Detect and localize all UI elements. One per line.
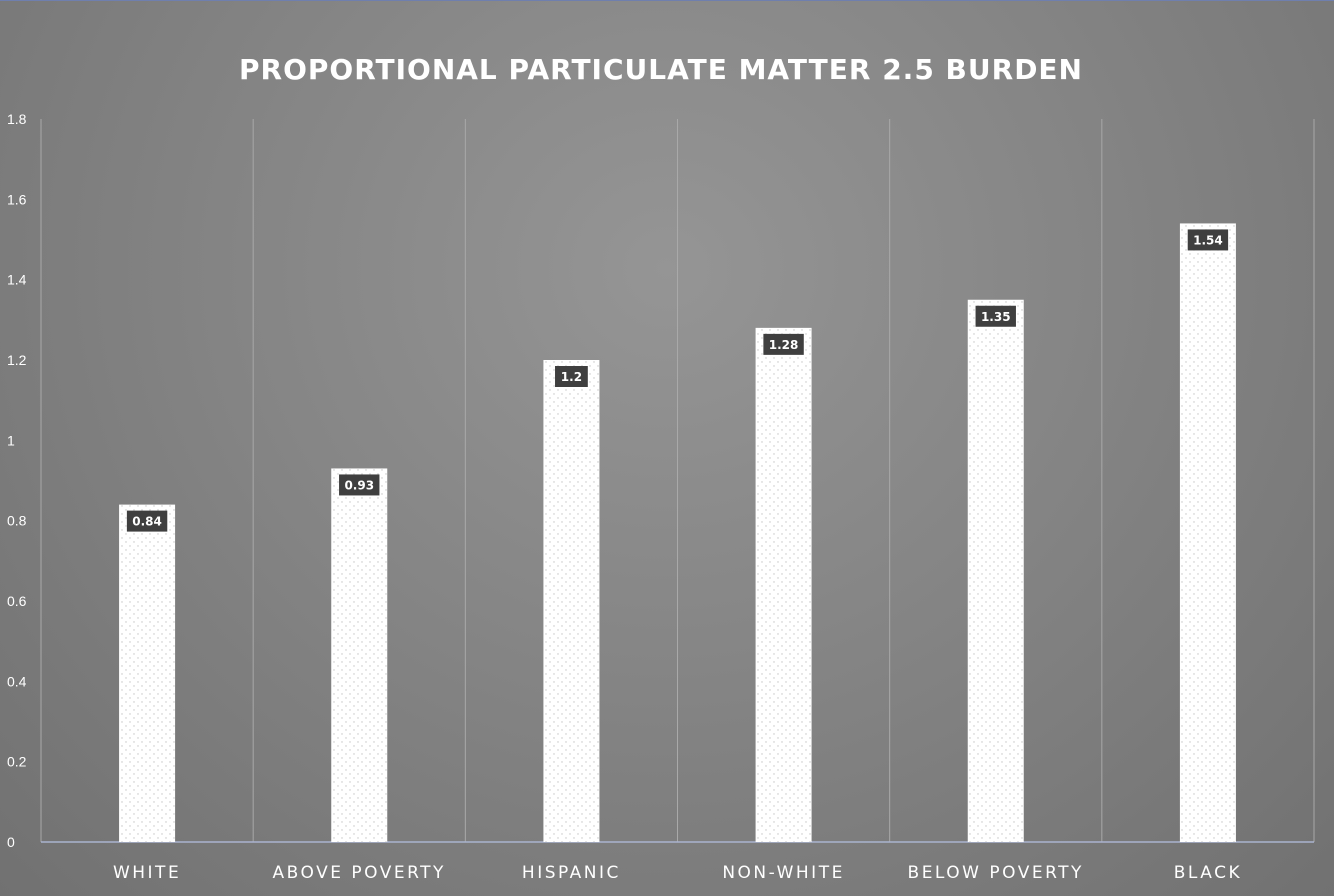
data-label-text: 0.84 xyxy=(132,515,162,529)
x-axis-ticks: WHITE ABOVE POVERTY HISPANIC NON-WHITE BELOW… xyxy=(113,863,1242,883)
data-label-background xyxy=(126,510,168,532)
data-label: 0.84 xyxy=(126,510,168,532)
data-label: 0.93 xyxy=(339,474,380,496)
y-tick-label: 1.2 xyxy=(7,352,27,368)
gridlines xyxy=(40,119,1315,842)
y-tick-label: 0 xyxy=(7,834,15,850)
x-tick-label: BELOW POVERTY xyxy=(908,863,1084,883)
data-label-background xyxy=(975,305,1016,327)
y-tick-label: 1.6 xyxy=(7,191,27,207)
y-tick-label: 1.8 xyxy=(7,111,27,127)
data-label-text: 1.2 xyxy=(561,370,582,384)
chart-title: PROPORTIONAL PARTICULATE MATTER 2.5 BURD… xyxy=(239,53,1083,86)
data-label-background xyxy=(339,474,380,496)
bar-non-white xyxy=(755,327,812,842)
bar-hispanic xyxy=(543,360,600,842)
data-label-background xyxy=(1187,229,1229,251)
x-tick-label: ABOVE POVERTY xyxy=(273,863,446,883)
bar-above-poverty xyxy=(331,468,388,842)
bars xyxy=(119,223,1236,842)
y-tick-label: 0.6 xyxy=(7,593,27,609)
y-tick-label: 0.8 xyxy=(7,513,27,529)
y-axis-ticks: 0 0.2 0.4 0.6 0.8 1 1.2 1.4 1.6 1.8 xyxy=(7,111,27,850)
x-tick-label: HISPANIC xyxy=(522,863,621,883)
bar-black xyxy=(1179,223,1236,842)
data-label: 1.35 xyxy=(975,305,1016,327)
y-tick-label: 0.2 xyxy=(7,754,27,770)
data-label-text: 1.54 xyxy=(1193,233,1223,247)
y-tick-label: 1 xyxy=(7,432,15,448)
x-tick-label: NON-WHITE xyxy=(722,863,845,883)
data-label-text: 0.93 xyxy=(344,478,374,492)
bar-white xyxy=(119,504,176,842)
data-label-background xyxy=(763,333,804,355)
data-labels: 0.84 0.93 1.2 1.28 1.35 1.54 xyxy=(126,229,1229,532)
data-label-background xyxy=(555,366,588,387)
data-label-text: 1.28 xyxy=(769,338,799,352)
data-label: 1.2 xyxy=(555,366,588,387)
y-tick-label: 1.4 xyxy=(7,272,27,288)
bar-below-poverty xyxy=(967,299,1024,842)
x-tick-label: WHITE xyxy=(113,863,181,883)
y-tick-label: 0.4 xyxy=(7,673,27,689)
data-label-text: 1.35 xyxy=(981,310,1011,324)
data-label: 1.28 xyxy=(763,333,804,355)
x-tick-label: BLACK xyxy=(1174,863,1242,883)
data-label: 1.54 xyxy=(1187,229,1229,251)
